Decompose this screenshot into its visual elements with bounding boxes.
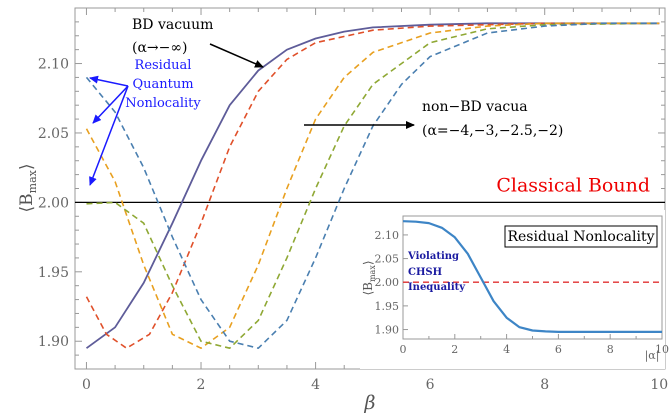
inset-ticks [402,234,663,339]
main-x-tick-labels: 0 2 4 6 8 10 [82,377,668,393]
classical-bound-label: Classical Bound [496,174,650,196]
inset-y-axis-label: ⟨Bmax⟩ [361,260,377,295]
inset-title: Residual Nonlocality [507,229,654,245]
non-bd-label: non−BD vacua [422,99,528,115]
inset-y-tick-label: 2.00 [375,276,400,289]
main-y-tick-label: 2.05 [38,126,69,142]
inset-x-axis-label: |α| [645,349,660,363]
bd-vacuum-label: BD vacuum [132,17,213,33]
bd-vacuum-alpha-label: (α→−∞) [132,40,188,56]
series-line-4 [86,22,660,350]
main-x-tick-label: 4 [311,377,320,393]
main-y-tick-label: 2.00 [38,195,69,211]
inset-note-line3: Inequality [408,282,466,293]
residual-arrow-2 [92,85,129,124]
inset-y-tick-label: 2.05 [375,253,400,266]
series-line-3 [85,22,660,350]
inset-note-line1: Violating [407,251,459,262]
residual-label-line1: Residual [135,58,192,73]
bd-vacuum-arrow [209,43,264,68]
inset-series-line-1 [402,220,662,333]
inset-x-tick-label: 8 [607,343,614,356]
series-line-2 [85,22,660,350]
inset-series-group [402,220,662,333]
inset-x-tick-label: 4 [503,343,510,356]
main-x-tick-label: 10 [650,377,668,393]
main-y-tick-label: 2.10 [38,57,69,73]
inset-x-tick-label: 10 [655,343,669,356]
residual-label-line2: Quantum [132,77,193,92]
x-axis-label: β [364,392,376,414]
main-x-tick-label: 6 [426,377,435,393]
main-y-tick-label: 1.95 [38,265,69,281]
inset-x-tick-labels: 0 2 4 6 8 10 [400,343,670,356]
main-x-tick-label: 2 [197,377,206,393]
main-series-group [85,22,660,350]
inset-chart: 0 2 4 6 8 10 1.90 1.95 2.00 2.05 2.10 Residual No… [360,210,669,369]
residual-arrow-1 [89,75,129,87]
non-bd-alpha-label: (α=−4,−3,−2.5,−2) [422,123,563,139]
inset-x-tick-label: 0 [400,343,407,356]
inset-y-tick-label: 1.95 [375,300,400,313]
inset-x-tick-label: 6 [555,343,562,356]
series-line-5 [85,22,660,350]
main-y-tick-labels: 1.90 1.95 2.00 2.05 2.10 [38,57,69,351]
inset-x-tick-label: 2 [451,343,458,356]
inset-y-tick-label: 1.90 [375,324,400,337]
inset-y-tick-labels: 1.90 1.95 2.00 2.05 2.10 [375,229,400,337]
y-axis-label: ⟨Bmax⟩ [17,164,39,213]
main-x-tick-label: 8 [540,377,549,393]
inset-note-line2: CHSH [408,267,442,278]
residual-label-line3: Nonlocality [125,96,201,111]
residual-arrow-3 [89,85,129,186]
inset-y-tick-label: 2.10 [375,229,400,242]
inset-title-box [504,225,658,248]
main-x-tick-label: 0 [82,377,91,393]
main-y-tick-label: 1.90 [38,334,69,350]
series-line-1 [85,22,660,349]
